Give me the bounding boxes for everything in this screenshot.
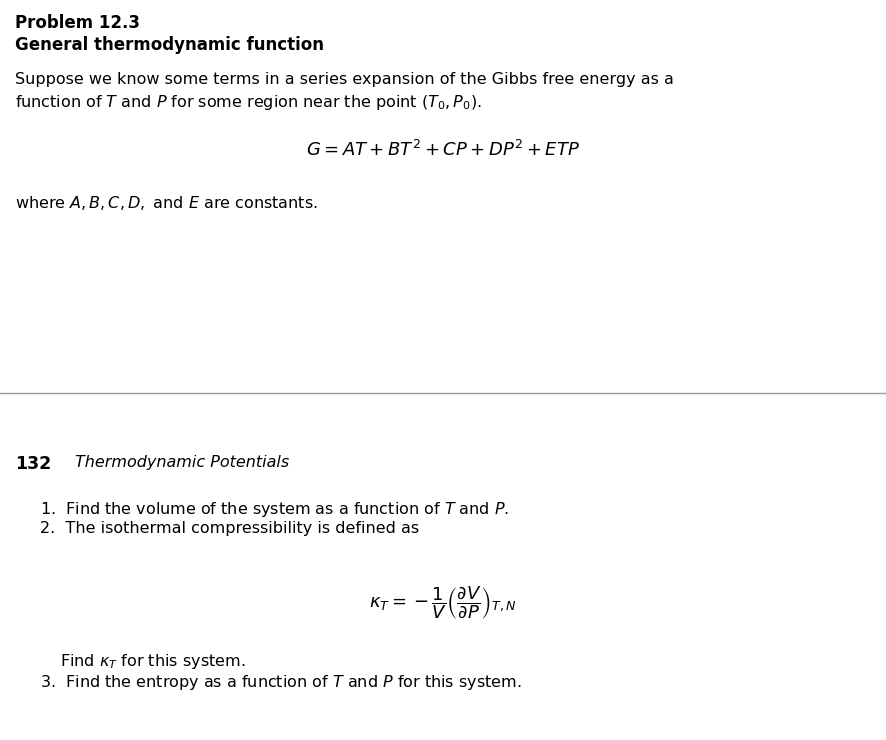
Text: 2.  The isothermal compressibility is defined as: 2. The isothermal compressibility is def…: [40, 521, 419, 536]
Text: $\kappa_T = -\dfrac{1}{V}\left(\dfrac{\partial V}{\partial P}\right)_{T,N}$: $\kappa_T = -\dfrac{1}{V}\left(\dfrac{\p…: [369, 585, 517, 622]
Text: Thermodynamic Potentials: Thermodynamic Potentials: [75, 455, 289, 470]
Text: 132: 132: [15, 455, 51, 473]
Text: Suppose we know some terms in a series expansion of the Gibbs free energy as a: Suppose we know some terms in a series e…: [15, 72, 673, 87]
Text: $G = AT + BT^2 + CP + DP^2 + ETP$: $G = AT + BT^2 + CP + DP^2 + ETP$: [306, 140, 579, 160]
Text: General thermodynamic function: General thermodynamic function: [15, 36, 323, 54]
Text: Find $\kappa_T$ for this system.: Find $\kappa_T$ for this system.: [60, 652, 245, 671]
Text: function of $T$ and $P$ for some region near the point $(T_0, P_0)$.: function of $T$ and $P$ for some region …: [15, 93, 481, 112]
Text: Problem 12.3: Problem 12.3: [15, 14, 140, 32]
Text: where $A, B, C, D,$ and $E$ are constants.: where $A, B, C, D,$ and $E$ are constant…: [15, 194, 317, 212]
Text: 3.  Find the entropy as a function of $T$ and $P$ for this system.: 3. Find the entropy as a function of $T$…: [40, 673, 521, 692]
Text: 1.  Find the volume of the system as a function of $T$ and $P$.: 1. Find the volume of the system as a fu…: [40, 500, 509, 519]
